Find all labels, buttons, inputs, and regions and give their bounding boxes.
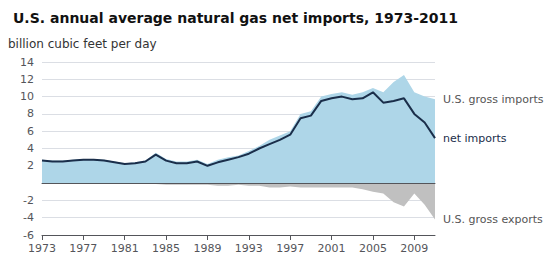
svg-text:1997: 1997 xyxy=(276,242,304,255)
svg-text:1993: 1993 xyxy=(235,242,263,255)
svg-text:U.S. gross imports: U.S. gross imports xyxy=(443,93,544,106)
svg-text:14: 14 xyxy=(20,56,34,69)
svg-text:U.S. gross exports: U.S. gross exports xyxy=(443,213,543,226)
svg-text:-4: -4 xyxy=(23,211,34,224)
svg-text:-2: -2 xyxy=(23,194,34,207)
svg-text:1973: 1973 xyxy=(28,242,56,255)
svg-text:billion cubic feet per day: billion cubic feet per day xyxy=(8,37,157,51)
svg-text:1989: 1989 xyxy=(193,242,221,255)
svg-text:6: 6 xyxy=(27,125,34,138)
svg-text:U.S. annual average natural ga: U.S. annual average natural gas net impo… xyxy=(13,10,458,26)
svg-text:net imports: net imports xyxy=(443,132,507,145)
svg-text:1985: 1985 xyxy=(152,242,180,255)
svg-text:4: 4 xyxy=(27,142,34,155)
svg-text:2005: 2005 xyxy=(359,242,387,255)
svg-text:10: 10 xyxy=(20,90,34,103)
svg-text:2009: 2009 xyxy=(400,242,428,255)
svg-text:2: 2 xyxy=(27,159,34,172)
svg-text:2001: 2001 xyxy=(318,242,346,255)
svg-text:1977: 1977 xyxy=(69,242,97,255)
svg-text:1981: 1981 xyxy=(111,242,139,255)
svg-text:8: 8 xyxy=(27,107,34,120)
svg-text:12: 12 xyxy=(20,73,34,86)
svg-text:-6: -6 xyxy=(23,229,34,242)
